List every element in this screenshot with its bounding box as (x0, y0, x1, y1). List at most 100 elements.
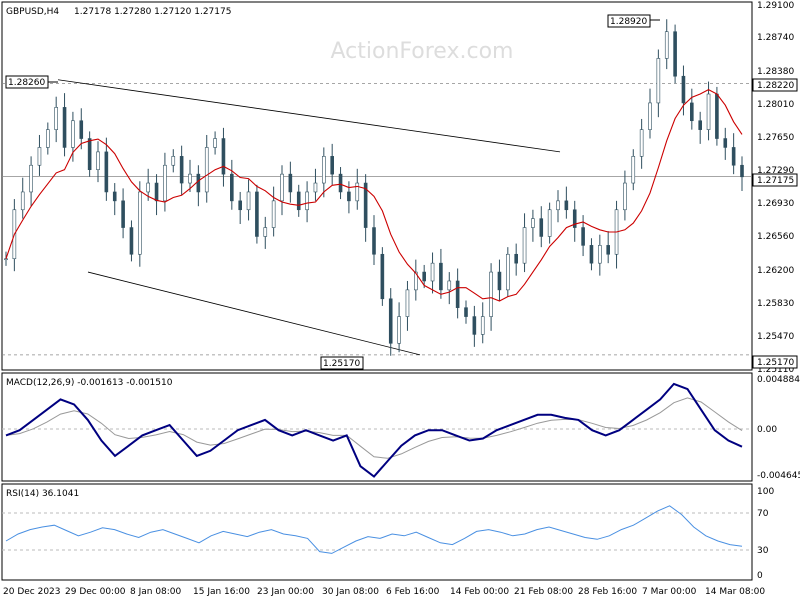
moving-average-line (5, 88, 743, 302)
candle-body (388, 298, 393, 344)
candle-body (4, 258, 8, 261)
candle-body (514, 253, 518, 264)
candle-body (171, 156, 176, 166)
candle-body (96, 151, 100, 170)
macd-y-tick-2: -0.004645 (757, 471, 800, 481)
candle-body (46, 129, 50, 148)
candle-body (606, 245, 610, 255)
lower-trendline (87, 271, 421, 356)
candle-body (246, 191, 251, 211)
candle-body (363, 182, 368, 228)
candle-body (698, 120, 702, 130)
x-tick-3: 15 Jan 16:00 (193, 587, 250, 597)
candle-body (347, 191, 351, 202)
annotation-high-1: 1.28260 (5, 75, 58, 89)
x-tick-1: 29 Dec 00:00 (65, 587, 126, 597)
candle-body (690, 102, 694, 122)
x-tick-5: 30 Jan 08:00 (322, 587, 379, 597)
price-label-28220: 1.28220 (752, 78, 798, 92)
y-tick-5: 1.27290 (757, 166, 794, 176)
candle-body (556, 200, 560, 211)
candle-body (196, 173, 201, 193)
x-axis: 20 Dec 2023 29 Dec 00:00 8 Jan 08:00 15 … (3, 587, 765, 597)
rsi-y-tick-2: 30 (757, 546, 769, 556)
candle-body (681, 75, 686, 104)
candle-body (355, 182, 360, 202)
candle-body (305, 191, 309, 211)
y-tick-1: 1.28740 (757, 33, 794, 43)
candle-body (213, 138, 217, 148)
y-tick-2: 1.28380 (757, 67, 794, 77)
candle-body (338, 173, 343, 193)
candle-body (121, 200, 125, 228)
candle-body (706, 93, 711, 130)
candle-body (715, 93, 719, 139)
candle-body (464, 307, 468, 317)
candle-body (154, 182, 159, 202)
candle-body (280, 173, 284, 202)
candle-body (313, 182, 318, 193)
x-tick-2: 8 Jan 08:00 (130, 587, 182, 597)
price-label-current: 1.27175 (752, 173, 798, 187)
candle-body (656, 58, 661, 104)
candle-body (531, 218, 535, 228)
x-tick-11: 14 Mar 08:00 (705, 587, 765, 597)
candle-body (631, 156, 636, 184)
price-grid-lines (2, 82, 752, 356)
candle-body (455, 280, 460, 308)
candle-body (589, 245, 594, 264)
candle-body (581, 227, 585, 246)
candle-body (112, 191, 117, 202)
macd-y-tick-0: 0.004884 (757, 375, 800, 385)
candle-body (447, 280, 452, 291)
candle-body (330, 156, 334, 175)
x-tick-4: 23 Jan 00:00 (257, 587, 314, 597)
candle-body (20, 191, 25, 211)
watermark: ActionForex.com (331, 39, 514, 64)
annotation-high-1-text: 1.28260 (8, 78, 45, 88)
upper-trendline (57, 79, 561, 153)
x-tick-0: 20 Dec 2023 (3, 587, 61, 597)
candle-body (71, 120, 75, 148)
rsi-y-tick-1: 70 (757, 509, 769, 519)
candle-body (263, 227, 268, 237)
macd-line (5, 382, 743, 478)
trendlines (57, 79, 561, 356)
candle-body (723, 138, 728, 148)
candle-body (372, 227, 376, 255)
candle-body (288, 173, 293, 193)
candle-body (472, 316, 477, 335)
rsi-line (5, 505, 743, 554)
annotation-high-2: 1.28920 (607, 14, 660, 28)
price-label-current-text: 1.27175 (757, 176, 794, 186)
candle-body (547, 209, 552, 237)
candle-body (204, 147, 209, 193)
macd-signal-line (5, 397, 743, 459)
candle-body (639, 129, 644, 157)
y-tick-6: 1.26930 (757, 199, 794, 209)
price-panel (1, 1, 753, 371)
y-tick-4: 1.27650 (757, 133, 794, 143)
candle-body (664, 31, 669, 59)
y-tick-8: 1.26200 (757, 266, 794, 276)
annotation-low: 1.25170 (320, 356, 364, 370)
price-axis: 1.29100 1.28740 1.28380 1.28010 1.27650 … (757, 1, 794, 375)
candle-body (414, 271, 418, 291)
y-tick-7: 1.26560 (757, 232, 794, 242)
candle-body (29, 164, 33, 193)
candle-body (572, 209, 577, 228)
candle-body (146, 182, 150, 193)
rsi-y-tick-0: 100 (757, 487, 774, 497)
candle-body (731, 147, 736, 166)
candle-body (221, 138, 226, 175)
candle-body (598, 245, 602, 264)
candle-body (506, 253, 510, 291)
x-tick-10: 7 Mar 00:00 (642, 587, 697, 597)
annotation-high-2-text: 1.28920 (610, 17, 647, 27)
price-label-25170: 1.25170 (752, 355, 798, 369)
candle-body (623, 182, 627, 211)
candle-body (129, 227, 134, 255)
candle-body (648, 102, 652, 130)
x-tick-6: 6 Feb 16:00 (386, 587, 440, 597)
